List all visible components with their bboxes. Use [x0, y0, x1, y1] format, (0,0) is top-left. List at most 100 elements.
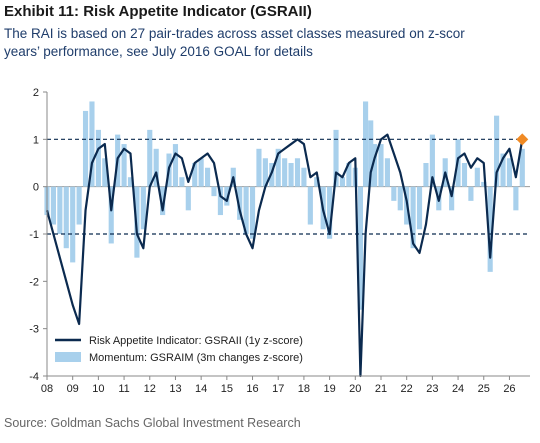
- momentum-bar: [217, 186, 223, 216]
- momentum-bar: [449, 186, 455, 211]
- momentum-bar: [57, 186, 63, 234]
- x-tick-label: 17: [272, 383, 284, 395]
- momentum-bar: [243, 186, 249, 234]
- momentum-bar: [237, 186, 243, 220]
- momentum-bar: [282, 158, 288, 187]
- y-tick-label: 0: [33, 182, 39, 194]
- x-tick-label: 20: [349, 383, 361, 395]
- momentum-bar: [211, 186, 217, 197]
- x-tick-label: 14: [195, 383, 207, 395]
- momentum-bar: [513, 186, 519, 211]
- momentum-bar: [102, 158, 108, 187]
- momentum-bar: [95, 129, 101, 187]
- momentum-bar: [363, 101, 369, 187]
- legend-label: Risk Appetite Indicator: GSRAII (1y z-sc…: [89, 335, 303, 347]
- x-tick-label: 23: [426, 383, 438, 395]
- momentum-bar: [346, 163, 352, 187]
- momentum-bar: [461, 163, 468, 187]
- momentum-bar: [301, 167, 307, 187]
- x-tick-label: 13: [169, 383, 181, 395]
- subtitle: years’ performance, see July 2016 GOAL f…: [4, 44, 313, 59]
- momentum-bar: [314, 177, 320, 187]
- momentum-bar: [63, 186, 69, 249]
- momentum-bar: [82, 110, 89, 187]
- legend-swatch: [55, 352, 81, 362]
- legend-label: Momentum: GSRAIM (3m changes z-score): [89, 352, 303, 364]
- source: Source: Goldman Sachs Global Investment …: [4, 416, 301, 430]
- subtitle: The RAI is based on 27 pair-trades acros…: [4, 26, 465, 41]
- momentum-bar: [185, 186, 191, 211]
- momentum-bar: [500, 153, 506, 187]
- momentum-bar: [147, 129, 153, 187]
- x-tick-label: 22: [401, 383, 413, 395]
- momentum-bar: [519, 148, 525, 187]
- x-tick-label: 18: [298, 383, 310, 395]
- y-tick-label: 2: [33, 87, 39, 99]
- momentum-bar: [294, 158, 301, 187]
- momentum-bar: [397, 186, 403, 211]
- y-tick-label: -4: [29, 371, 39, 383]
- momentum-bar: [288, 163, 294, 187]
- x-tick-label: 12: [144, 383, 156, 395]
- momentum-bar: [192, 163, 198, 187]
- x-tick-label: 15: [221, 383, 233, 395]
- momentum-bar: [50, 186, 56, 225]
- x-tick-label: 10: [92, 383, 104, 395]
- momentum-bar: [275, 148, 281, 187]
- momentum-bar: [429, 134, 435, 187]
- momentum-bar: [127, 177, 134, 187]
- momentum-bar: [256, 148, 262, 187]
- momentum-bar: [160, 186, 166, 216]
- momentum-bar: [391, 186, 397, 201]
- chart-title: Exhibit 11: Risk Appetite Indicator (GSR…: [4, 3, 312, 20]
- momentum-bar: [262, 158, 268, 187]
- momentum-bar: [205, 167, 211, 187]
- x-tick-label: 19: [323, 383, 335, 395]
- momentum-bar: [357, 186, 364, 310]
- momentum-bar: [468, 186, 474, 201]
- momentum-bar: [333, 129, 339, 187]
- momentum-bar: [249, 186, 256, 239]
- x-tick-label: 24: [452, 383, 464, 395]
- momentum-bar: [368, 120, 374, 187]
- y-tick-label: -1: [29, 229, 39, 241]
- y-tick-label: -3: [29, 324, 39, 336]
- momentum-bar: [153, 148, 159, 187]
- x-tick-label: 09: [67, 383, 79, 395]
- x-tick-label: 11: [118, 383, 129, 395]
- x-tick-label: 25: [478, 383, 490, 395]
- momentum-bar: [307, 186, 313, 225]
- momentum-bar: [416, 186, 423, 230]
- momentum-bar: [423, 163, 429, 187]
- momentum-bar: [70, 186, 76, 263]
- momentum-bar: [487, 186, 493, 272]
- y-tick-label: -2: [29, 276, 39, 288]
- momentum-bar: [339, 177, 346, 187]
- y-tick-label: 1: [33, 134, 39, 146]
- x-tick-label: 16: [246, 383, 258, 395]
- momentum-bar: [494, 115, 500, 187]
- momentum-bar: [481, 181, 487, 187]
- last-point: [516, 133, 529, 146]
- momentum-bar: [371, 144, 378, 187]
- momentum-bar: [121, 144, 127, 187]
- momentum-bar: [76, 186, 82, 225]
- x-tick-label: 21: [375, 383, 387, 395]
- momentum-bar: [224, 186, 230, 206]
- rai-line: [45, 133, 524, 378]
- momentum-bar: [108, 186, 114, 244]
- momentum-bar: [327, 186, 333, 239]
- x-tick-label: 08: [41, 383, 53, 395]
- momentum-bar: [172, 144, 179, 187]
- momentum-bar: [140, 186, 146, 230]
- momentum-bar: [384, 158, 390, 187]
- momentum-bar: [179, 177, 185, 187]
- momentum-bar: [198, 158, 204, 187]
- x-tick-label: 26: [503, 383, 515, 395]
- momentum-bar: [474, 167, 480, 187]
- momentum-bar: [89, 101, 95, 187]
- momentum-bar: [378, 144, 384, 187]
- momentum-bar: [410, 186, 416, 249]
- momentum-bar: [506, 158, 513, 187]
